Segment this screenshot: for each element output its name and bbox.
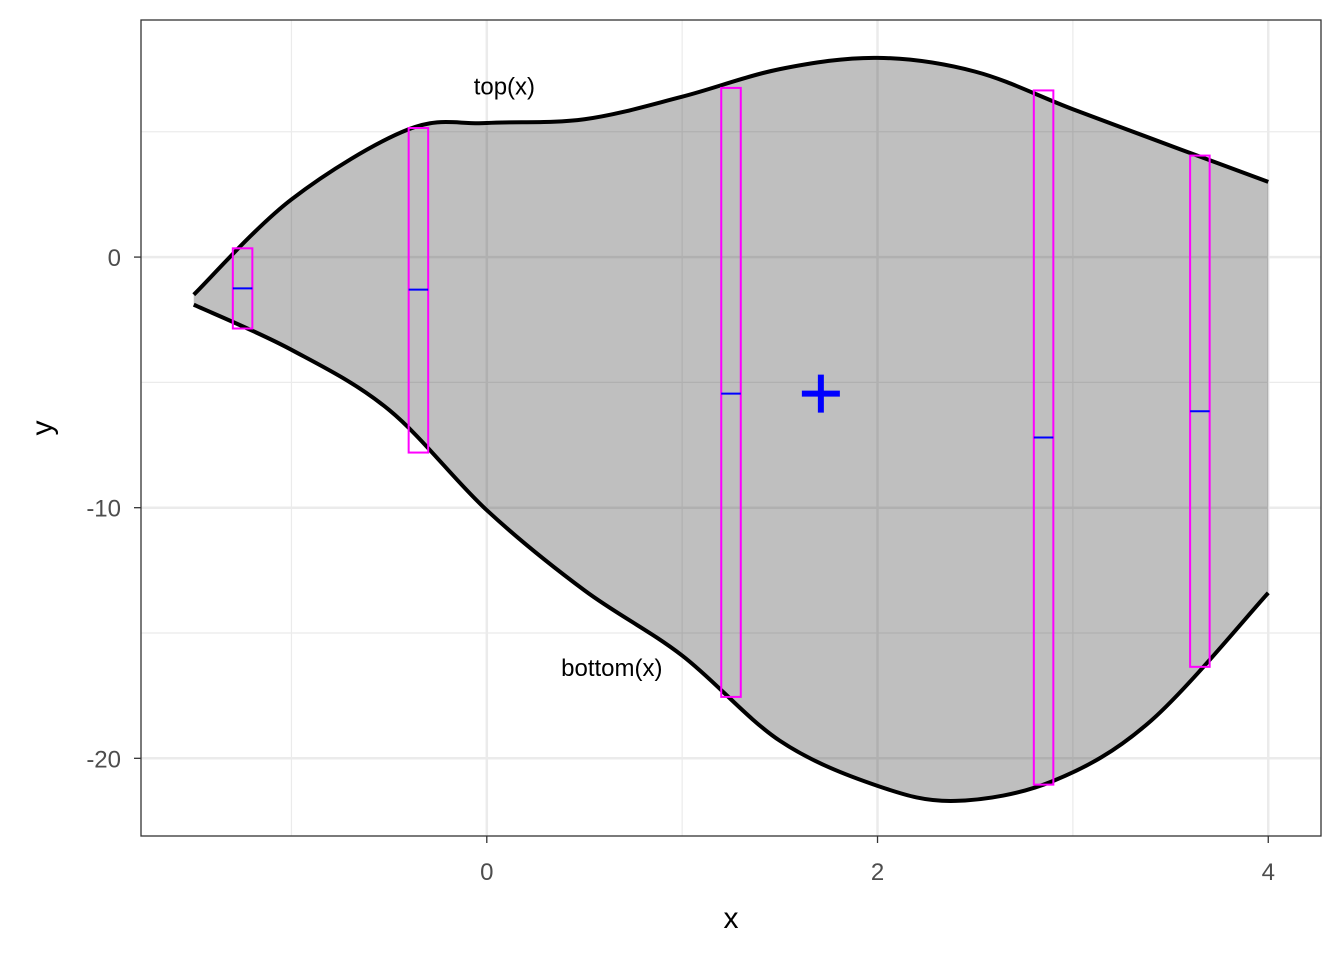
x-tick-label: 2 [871, 859, 884, 886]
y-tick-label: -10 [86, 496, 121, 523]
x-tick-label: 0 [480, 859, 493, 886]
top-curve [192, 55, 1269, 297]
axes: 0 2 4 0 -10 -20 [86, 245, 1275, 886]
y-tick-label: -20 [86, 746, 121, 773]
bottom-curve [192, 302, 1270, 803]
panel-border [140, 19, 1322, 837]
interval-rect [720, 86, 742, 698]
ribbon-fill [193, 57, 1269, 801]
bottom-curve-label: bottom(x) [561, 655, 662, 682]
y-tick-label: 0 [108, 245, 121, 272]
x-tick-label: 4 [1262, 859, 1275, 886]
top-curve-label: top(x) [474, 74, 535, 101]
grid [141, 20, 1321, 836]
marks: top(x) bottom(x) [192, 55, 1270, 803]
x-axis-label: x [724, 902, 739, 935]
y-axis-label: y [26, 421, 59, 436]
